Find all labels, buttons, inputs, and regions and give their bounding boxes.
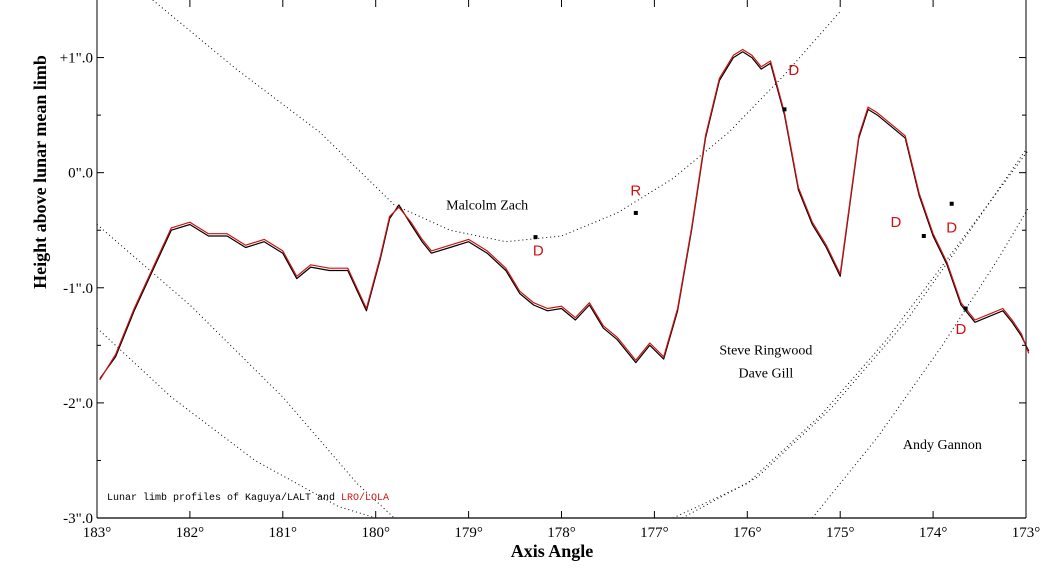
event-point	[963, 306, 968, 311]
y-tick-label: -1".0	[63, 281, 93, 297]
x-tick-label: 173°	[1012, 525, 1041, 541]
legend-prefix: Lunar limb profiles of Kaguya/LALT and	[107, 492, 341, 504]
legend-highlight: LRO/LOLA	[341, 492, 389, 504]
event-label: D	[956, 321, 967, 338]
event-label: R	[630, 183, 641, 200]
y-axis-title: Height above lunar mean limb	[30, 55, 50, 289]
y-tick-label: -2".0	[63, 396, 93, 412]
observer-label: Andy Gannon	[903, 438, 982, 453]
x-tick-label: 181°	[269, 525, 298, 541]
event-point	[633, 210, 638, 215]
observer-path	[682, 149, 1027, 519]
x-tick-label: 178°	[547, 525, 576, 541]
x-tick-label: 180°	[361, 525, 390, 541]
x-axis-ticks: 183° 182° 181° 180° 179° 178° 177° 176° 175° 174°…	[83, 0, 1041, 541]
series-lines	[99, 48, 1030, 381]
x-tick-label: 176°	[733, 525, 762, 541]
event-point	[782, 107, 787, 112]
event-label: D	[788, 62, 799, 79]
x-tick-label: 174°	[919, 525, 948, 541]
y-axis-ticks: +1".0 0".0 -1".0 -2".0 -3".0	[60, 51, 1026, 527]
y-tick-label: +1".0	[60, 51, 93, 67]
event-label: D	[891, 214, 902, 231]
event-label: D	[946, 220, 957, 237]
x-tick-label: 179°	[454, 525, 483, 541]
x-tick-label: 183°	[83, 525, 112, 541]
observer-label: Dave Gill	[738, 367, 793, 382]
event-labels: D R D D D D	[533, 62, 967, 338]
event-label: D	[533, 243, 544, 260]
event-point	[949, 201, 954, 206]
y-tick-label: 0".0	[68, 166, 93, 182]
lola-profile-line	[99, 48, 1030, 381]
event-points	[533, 107, 968, 311]
observer-path	[811, 206, 1030, 519]
kaguya-profile-line	[99, 51, 1030, 380]
legend: Lunar limb profiles of Kaguya/LALT and L…	[107, 492, 389, 504]
observer-labels: Malcolm Zach Steve Ringwood Dave Gill Andy …	[446, 199, 982, 453]
x-tick-label: 177°	[640, 525, 669, 541]
observer-label: Steve Ringwood	[719, 344, 812, 359]
event-point	[921, 233, 926, 238]
x-tick-label: 182°	[176, 525, 205, 541]
observer-label: Malcolm Zach	[446, 199, 528, 214]
y-tick-label: -3".0	[63, 511, 93, 527]
x-axis-title: Axis Angle	[511, 541, 594, 561]
observer-path	[96, 224, 395, 519]
observer-paths	[96, 0, 1030, 519]
x-tick-label: 175°	[826, 525, 855, 541]
plot-area	[97, 0, 1026, 518]
event-point	[533, 235, 538, 240]
